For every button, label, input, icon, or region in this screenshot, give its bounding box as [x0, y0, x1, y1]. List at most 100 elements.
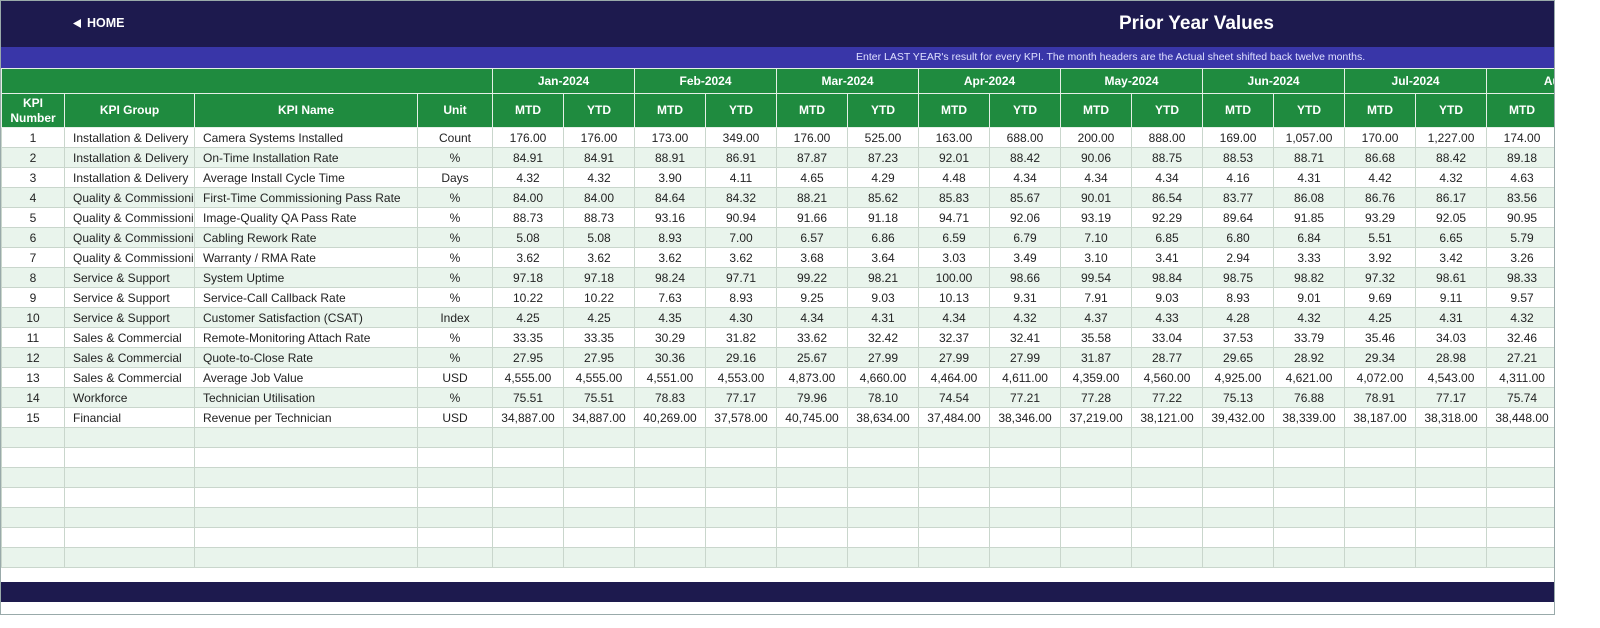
kpi-value: 4.32 — [1415, 167, 1488, 188]
empty-cell — [988, 507, 1062, 528]
kpi-value: 9.69 — [1344, 287, 1417, 308]
kpi-name: Cabling Rework Rate — [194, 227, 418, 248]
kpi-value: 4,873.00 — [776, 367, 848, 388]
instruction-text: Enter LAST YEAR's result for every KPI. … — [856, 51, 1366, 63]
kpi-group: Quality & Commissioni — [64, 247, 195, 268]
kpi-group: Financial — [64, 407, 195, 428]
kpi-name: On-Time Installation Rate — [194, 147, 418, 168]
kpi-name: First-Time Commissioning Pass Rate — [194, 187, 418, 208]
kpi-value: 27.99 — [847, 347, 919, 368]
empty-cell — [776, 487, 848, 508]
kpi-value: 4,464.00 — [918, 367, 990, 388]
empty-cell — [492, 487, 564, 508]
kpi-value: 5.79 — [1486, 227, 1554, 248]
empty-cell — [194, 527, 418, 548]
kpi-value: 3.62 — [492, 247, 564, 268]
kpi-value: 84.91 — [492, 147, 564, 168]
empty-cell — [918, 447, 990, 468]
kpi-value: 5.51 — [1344, 227, 1417, 248]
kpi-table: Jan-2024 Feb-2024 Mar-2024 Apr-2024 May-2024… — [1, 68, 1554, 568]
sub-header: MTD — [1202, 93, 1275, 128]
empty-cell — [492, 527, 564, 548]
kpi-value: 10.22 — [492, 287, 564, 308]
kpi-value: 4.42 — [1344, 167, 1417, 188]
kpi-value: 38,448.00 — [1486, 407, 1554, 428]
kpi-value: 9.25 — [776, 287, 848, 308]
kpi-value: 98.66 — [988, 267, 1062, 288]
empty-cell — [988, 487, 1062, 508]
empty-cell — [492, 427, 564, 448]
kpi-value: 97.71 — [705, 267, 777, 288]
kpi-value: 84.91 — [563, 147, 635, 168]
kpi-value: 90.06 — [1060, 147, 1133, 168]
kpi-group: Quality & Commissioni — [64, 187, 195, 208]
empty-cell — [1344, 427, 1417, 448]
sub-header: YTD — [705, 93, 777, 128]
kpi-row: 1 Installation & Delivery Camera Systems I… — [1, 127, 1554, 148]
kpi-value: 37.53 — [1202, 327, 1275, 348]
kpi-value: 86.17 — [1415, 187, 1488, 208]
month-header: Apr-2024 — [917, 68, 1062, 94]
kpi-value: 4,551.00 — [634, 367, 706, 388]
kpi-value: 4.32 — [492, 167, 564, 188]
kpi-value: 4.65 — [776, 167, 848, 188]
kpi-value: 85.62 — [847, 187, 919, 208]
kpi-value: 688.00 — [988, 127, 1062, 148]
empty-cell — [1131, 547, 1204, 568]
kpi-value: 4,925.00 — [1202, 367, 1275, 388]
kpi-value: 25.67 — [776, 347, 848, 368]
empty-cell — [1131, 527, 1204, 548]
kpi-value: 4,555.00 — [563, 367, 635, 388]
empty-cell — [492, 507, 564, 528]
kpi-value: 31.87 — [1060, 347, 1133, 368]
kpi-row: 12 Sales & Commercial Quote-to-Close Rate%… — [1, 347, 1554, 368]
kpi-unit: USD — [417, 407, 493, 428]
kpi-value: 86.68 — [1344, 147, 1417, 168]
empty-cell — [1486, 547, 1554, 568]
kpi-value: 98.84 — [1131, 267, 1204, 288]
kpi-unit: % — [417, 187, 493, 208]
kpi-row: 5 Quality & Commissioni Image-Quality QA P… — [1, 207, 1554, 228]
kpi-name: System Uptime — [194, 267, 418, 288]
kpi-value: 97.32 — [1344, 267, 1417, 288]
kpi-unit: % — [417, 207, 493, 228]
empty-cell — [417, 547, 493, 568]
kpi-value: 9.03 — [847, 287, 919, 308]
kpi-number: 2 — [1, 147, 65, 168]
empty-cell — [64, 507, 195, 528]
kpi-number: 6 — [1, 227, 65, 248]
kpi-value: 87.23 — [847, 147, 919, 168]
empty-cell — [1, 527, 65, 548]
kpi-number: 8 — [1, 267, 65, 288]
kpi-value: 169.00 — [1202, 127, 1275, 148]
kpi-value: 90.95 — [1486, 207, 1554, 228]
kpi-value: 7.00 — [705, 227, 777, 248]
kpi-value: 93.29 — [1344, 207, 1417, 228]
empty-cell — [776, 547, 848, 568]
empty-cell — [194, 467, 418, 488]
kpi-value: 27.99 — [918, 347, 990, 368]
kpi-group: Quality & Commissioni — [64, 207, 195, 228]
kpi-value: 8.93 — [634, 227, 706, 248]
kpi-value: 4,560.00 — [1131, 367, 1204, 388]
empty-cell — [776, 467, 848, 488]
kpi-value: 31.82 — [705, 327, 777, 348]
kpi-value: 4.32 — [563, 167, 635, 188]
kpi-value: 86.08 — [1273, 187, 1346, 208]
home-button[interactable]: HOME — [73, 16, 125, 30]
kpi-value: 27.95 — [563, 347, 635, 368]
column-header: KPI Number — [1, 93, 65, 128]
kpi-value: 35.46 — [1344, 327, 1417, 348]
empty-cell — [563, 427, 635, 448]
kpi-value: 79.96 — [776, 387, 848, 408]
kpi-value: 74.54 — [918, 387, 990, 408]
kpi-group: Sales & Commercial — [64, 367, 195, 388]
empty-cell — [1, 507, 65, 528]
empty-cell — [1273, 527, 1346, 548]
kpi-value: 98.33 — [1486, 267, 1554, 288]
kpi-value: 88.91 — [634, 147, 706, 168]
empty-cell — [194, 427, 418, 448]
kpi-value: 98.61 — [1415, 267, 1488, 288]
column-header: KPI Group — [64, 93, 195, 128]
kpi-unit: % — [417, 327, 493, 348]
